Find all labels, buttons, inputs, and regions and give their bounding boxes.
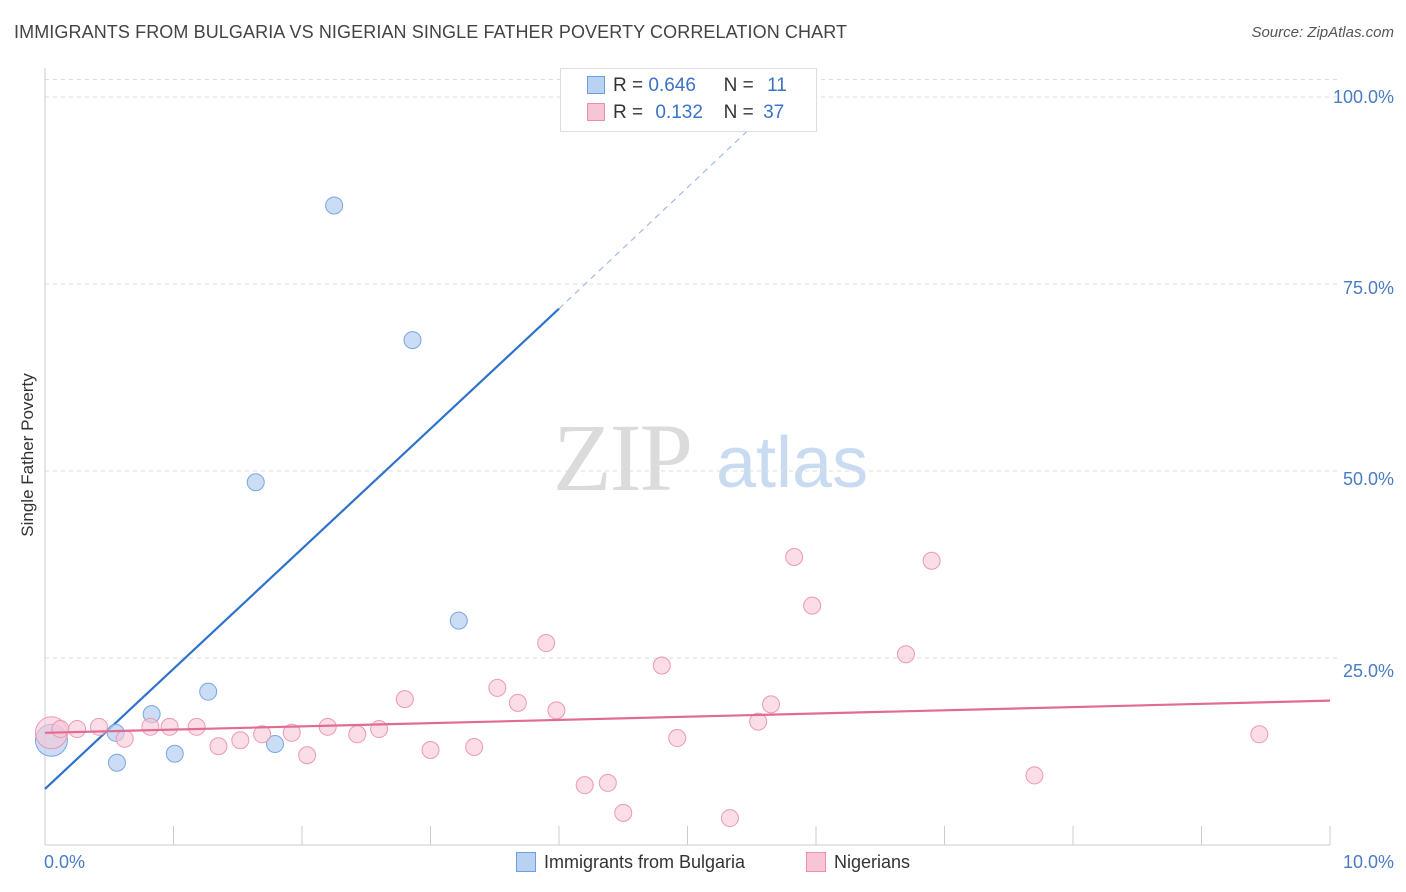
trendline-bulgaria-extrapolated bbox=[558, 126, 753, 310]
point-bulgaria-6 bbox=[246, 473, 265, 492]
point-nigerians-10 bbox=[253, 725, 272, 744]
y-tick-label-25: 25.0% bbox=[1342, 661, 1394, 681]
point-nigerians-20 bbox=[508, 693, 527, 712]
point-nigerians-8 bbox=[209, 737, 228, 756]
point-nigerians-18 bbox=[465, 738, 484, 757]
legend-swatch-nigerians bbox=[587, 103, 605, 121]
point-nigerians-27 bbox=[668, 729, 687, 748]
point-nigerians-30 bbox=[762, 695, 781, 714]
point-nigerians-14 bbox=[348, 725, 367, 744]
trendline-bulgaria bbox=[44, 307, 560, 790]
point-bulgaria-9 bbox=[403, 331, 422, 350]
legend-row-nigerians: R = 0.132 N = 37 bbox=[587, 102, 784, 124]
y-tick-label-50: 50.0% bbox=[1342, 469, 1394, 489]
legend-n-label: N = bbox=[723, 75, 754, 96]
point-bulgaria-7 bbox=[266, 735, 285, 754]
bottom-legend-label-bulgaria: Immigrants from Bulgaria bbox=[544, 852, 746, 872]
point-nigerians-34 bbox=[922, 551, 941, 570]
legend-row-bulgaria: R = 0.646 N = 11 bbox=[587, 75, 787, 97]
bottom-legend-bulgaria[interactable]: Immigrants from Bulgaria bbox=[516, 852, 745, 873]
point-bulgaria-10 bbox=[449, 611, 468, 630]
point-nigerians-19 bbox=[488, 678, 507, 697]
legend-r-label: R = bbox=[613, 75, 644, 96]
point-nigerians-1 bbox=[51, 720, 70, 739]
trendline-nigerians bbox=[44, 699, 1331, 734]
correlation-legend: R = 0.646 N = 11 R = 0.132 N = 37 bbox=[560, 68, 817, 132]
point-bulgaria-8 bbox=[325, 196, 344, 215]
point-nigerians-35 bbox=[1025, 766, 1044, 785]
legend-r-value-bulgaria: 0.646 bbox=[648, 75, 696, 96]
watermark-zip: ZIP bbox=[553, 404, 693, 511]
point-nigerians-23 bbox=[575, 776, 594, 795]
point-nigerians-7 bbox=[187, 717, 206, 736]
point-nigerians-2 bbox=[68, 720, 87, 739]
point-nigerians-24 bbox=[598, 773, 617, 792]
bottom-legend-swatch-nigerians bbox=[806, 852, 826, 872]
legend-n-value-nigerians: 37 bbox=[763, 102, 785, 123]
point-nigerians-26 bbox=[652, 656, 671, 675]
y-tick-label-75: 75.0% bbox=[1342, 278, 1394, 298]
point-nigerians-33 bbox=[896, 645, 915, 664]
x-tick-label-min: 0.0% bbox=[44, 852, 86, 872]
legend-r-label: R = bbox=[613, 102, 644, 123]
watermark-atlas: atlas bbox=[716, 423, 869, 503]
point-nigerians-22 bbox=[547, 701, 566, 720]
point-bulgaria-4 bbox=[165, 744, 184, 763]
point-nigerians-3 bbox=[89, 717, 108, 736]
point-nigerians-28 bbox=[720, 809, 739, 828]
point-nigerians-31 bbox=[785, 548, 804, 567]
legend-r-value-nigerians: 0.132 bbox=[655, 102, 703, 123]
point-nigerians-6 bbox=[160, 717, 179, 736]
x-tick-label-max: 10.0% bbox=[1342, 852, 1394, 872]
legend-n-value-bulgaria: 11 bbox=[767, 75, 787, 96]
point-nigerians-29 bbox=[749, 712, 768, 731]
point-nigerians-16 bbox=[395, 690, 414, 709]
y-tick-label-100: 100.0% bbox=[1332, 87, 1394, 107]
chart-title: IMMIGRANTS FROM BULGARIA VS NIGERIAN SIN… bbox=[14, 22, 848, 42]
point-nigerians-4 bbox=[115, 729, 134, 748]
bottom-legend-swatch-bulgaria bbox=[516, 852, 536, 872]
point-nigerians-25 bbox=[614, 803, 633, 822]
point-nigerians-32 bbox=[803, 596, 822, 615]
point-nigerians-21 bbox=[537, 634, 556, 653]
point-bulgaria-5 bbox=[199, 682, 218, 701]
point-nigerians-36 bbox=[1250, 725, 1269, 744]
source-label: Source: ZipAtlas.com bbox=[1251, 24, 1394, 41]
point-nigerians-5 bbox=[141, 717, 160, 736]
point-nigerians-12 bbox=[298, 746, 317, 765]
point-nigerians-9 bbox=[231, 731, 250, 750]
point-nigerians-11 bbox=[282, 723, 301, 742]
legend-swatch-bulgaria bbox=[587, 76, 605, 94]
point-bulgaria-2 bbox=[107, 753, 126, 772]
bottom-legend-nigerians[interactable]: Nigerians bbox=[806, 852, 910, 873]
point-nigerians-17 bbox=[421, 741, 440, 760]
point-nigerians-15 bbox=[370, 720, 389, 739]
legend-n-label: N = bbox=[723, 102, 754, 123]
y-axis-label: Single Father Poverty bbox=[18, 373, 37, 537]
bottom-legend-label-nigerians: Nigerians bbox=[834, 852, 911, 872]
